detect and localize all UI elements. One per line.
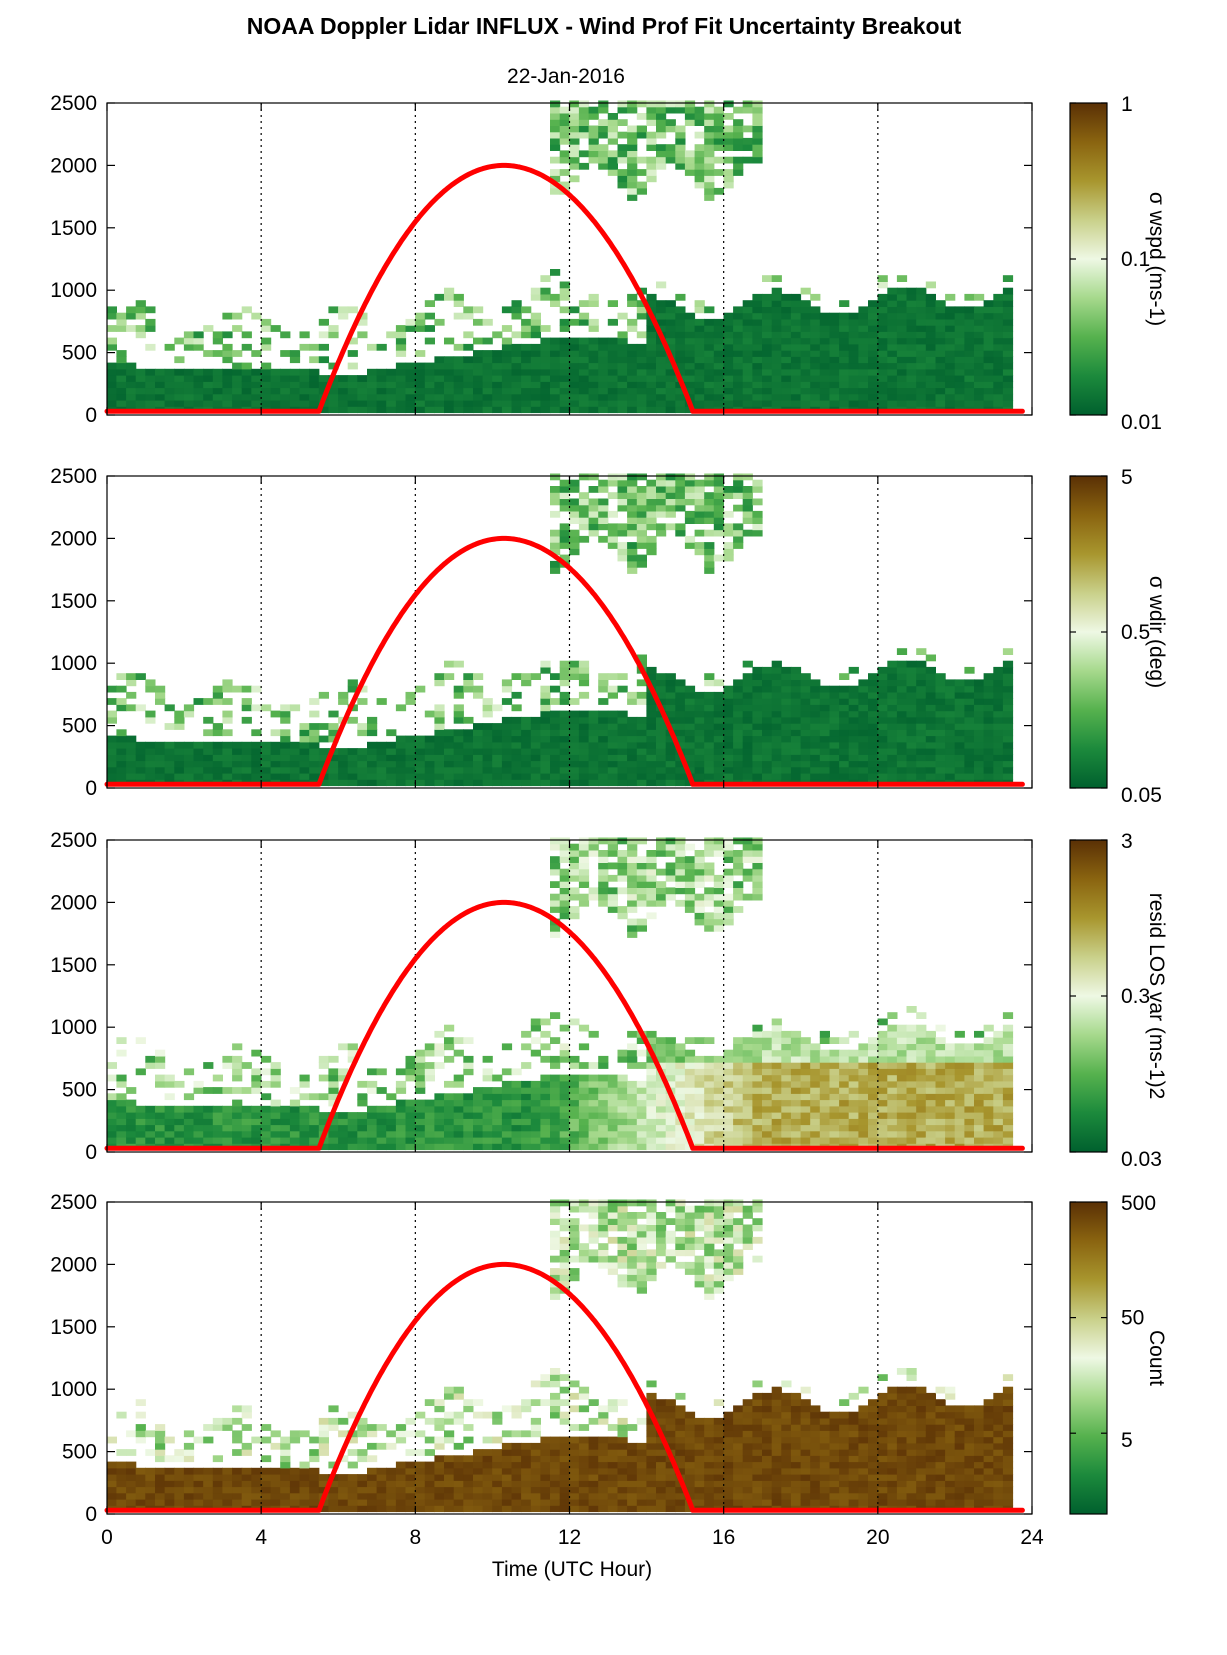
colorbar-tick-label: 500 (1121, 1192, 1156, 1215)
y-tick-label: 2000 (50, 1253, 97, 1276)
y-tick-label: 1000 (50, 1378, 97, 1401)
sun-elevation-curve (104, 535, 1025, 787)
y-tick-label: 1000 (50, 652, 97, 675)
y-tick-label: 1000 (50, 279, 97, 302)
y-tick-label: 0 (85, 1503, 97, 1526)
x-tick-label: 4 (255, 1526, 267, 1549)
y-tick-label: 2500 (50, 829, 97, 852)
y-tick-label: 2500 (50, 465, 97, 488)
y-tick-label: 0 (85, 1141, 97, 1164)
x-tick-label: 16 (712, 1526, 735, 1549)
y-tick-label: 2000 (50, 154, 97, 177)
x-axis-label: Time (UTC Hour) (492, 1558, 652, 1581)
colorbar-tick-label: 0.05 (1121, 784, 1162, 807)
colorbar-label: σ wdir (deg) (1145, 576, 1168, 688)
sun-elevation-curve (104, 162, 1025, 414)
colorbar-tick-label: 0.1 (1121, 248, 1150, 271)
figure-subtitle: 22-Jan-2016 (507, 65, 625, 88)
colorbar-wdir (1069, 475, 1108, 789)
y-tick-label: 0 (85, 404, 97, 427)
colorbar-label: σ wspd (ms-1) (1145, 192, 1168, 326)
panel-count: 0 500 1000 1500 2000 2500 0 4 8 12 16 20 24 500 50 5 Cou… (50, 1191, 1168, 1549)
colorbar-tick-label: 0.01 (1121, 411, 1162, 434)
y-tick-label: 1500 (50, 590, 97, 613)
colorbar-tick-label: 1 (1121, 93, 1133, 116)
heatmap-wdir (106, 473, 1014, 787)
y-tick-label: 2000 (50, 891, 97, 914)
x-tick-label: 24 (1020, 1526, 1044, 1549)
y-tick-label: 1000 (50, 1016, 97, 1039)
panel-resid: 0 500 1000 1500 2000 2500 3 0.3 0.03 resid LOS va… (50, 829, 1168, 1171)
panel-wdir: 0 500 1000 1500 2000 2500 5 0.5 0.05 σ wdir (deg) (50, 465, 1168, 807)
heatmap-wspd (106, 100, 1014, 414)
y-tick-label: 0 (85, 777, 97, 800)
heatmap-resid (106, 837, 1014, 1151)
y-tick-label: 2000 (50, 527, 97, 550)
x-tick-label: 12 (558, 1526, 581, 1549)
y-tick-label: 2500 (50, 1191, 97, 1214)
y-tick-label: 1500 (50, 954, 97, 977)
colorbar-tick-label: 5 (1121, 466, 1133, 489)
y-tick-label: 1500 (50, 217, 97, 240)
panel-wspd: 0 500 1000 1500 2000 2500 1 0.1 0.01 σ wspd (ms-1… (50, 92, 1168, 434)
sun-elevation-curve (104, 1261, 1025, 1513)
figure-title: NOAA Doppler Lidar INFLUX - Wind Prof Fi… (247, 13, 962, 39)
x-tick-label: 8 (409, 1526, 421, 1549)
colorbar-tick-label: 0.3 (1121, 985, 1150, 1008)
colorbar-tick-label: 0.03 (1121, 1148, 1162, 1171)
heatmap-count (106, 1199, 1014, 1513)
colorbar-tick-label: 3 (1121, 830, 1133, 853)
y-tick-label: 500 (62, 715, 97, 738)
y-tick-label: 1500 (50, 1316, 97, 1339)
colorbar-count (1069, 1201, 1108, 1515)
y-tick-label: 500 (62, 342, 97, 365)
colorbar-label: resid LOS var (ms-1)2 (1145, 893, 1168, 1100)
colorbar-tick-label: 50 (1121, 1307, 1144, 1330)
y-tick-label: 500 (62, 1441, 97, 1464)
x-tick-label: 20 (866, 1526, 889, 1549)
y-tick-label: 500 (62, 1079, 97, 1102)
sun-elevation-curve (104, 899, 1025, 1151)
y-tick-label: 2500 (50, 92, 97, 115)
colorbar-tick-label: 0.5 (1121, 621, 1150, 644)
colorbar-label: Count (1145, 1330, 1168, 1386)
x-tick-label: 0 (101, 1526, 113, 1549)
colorbar-tick-label: 5 (1121, 1429, 1133, 1452)
